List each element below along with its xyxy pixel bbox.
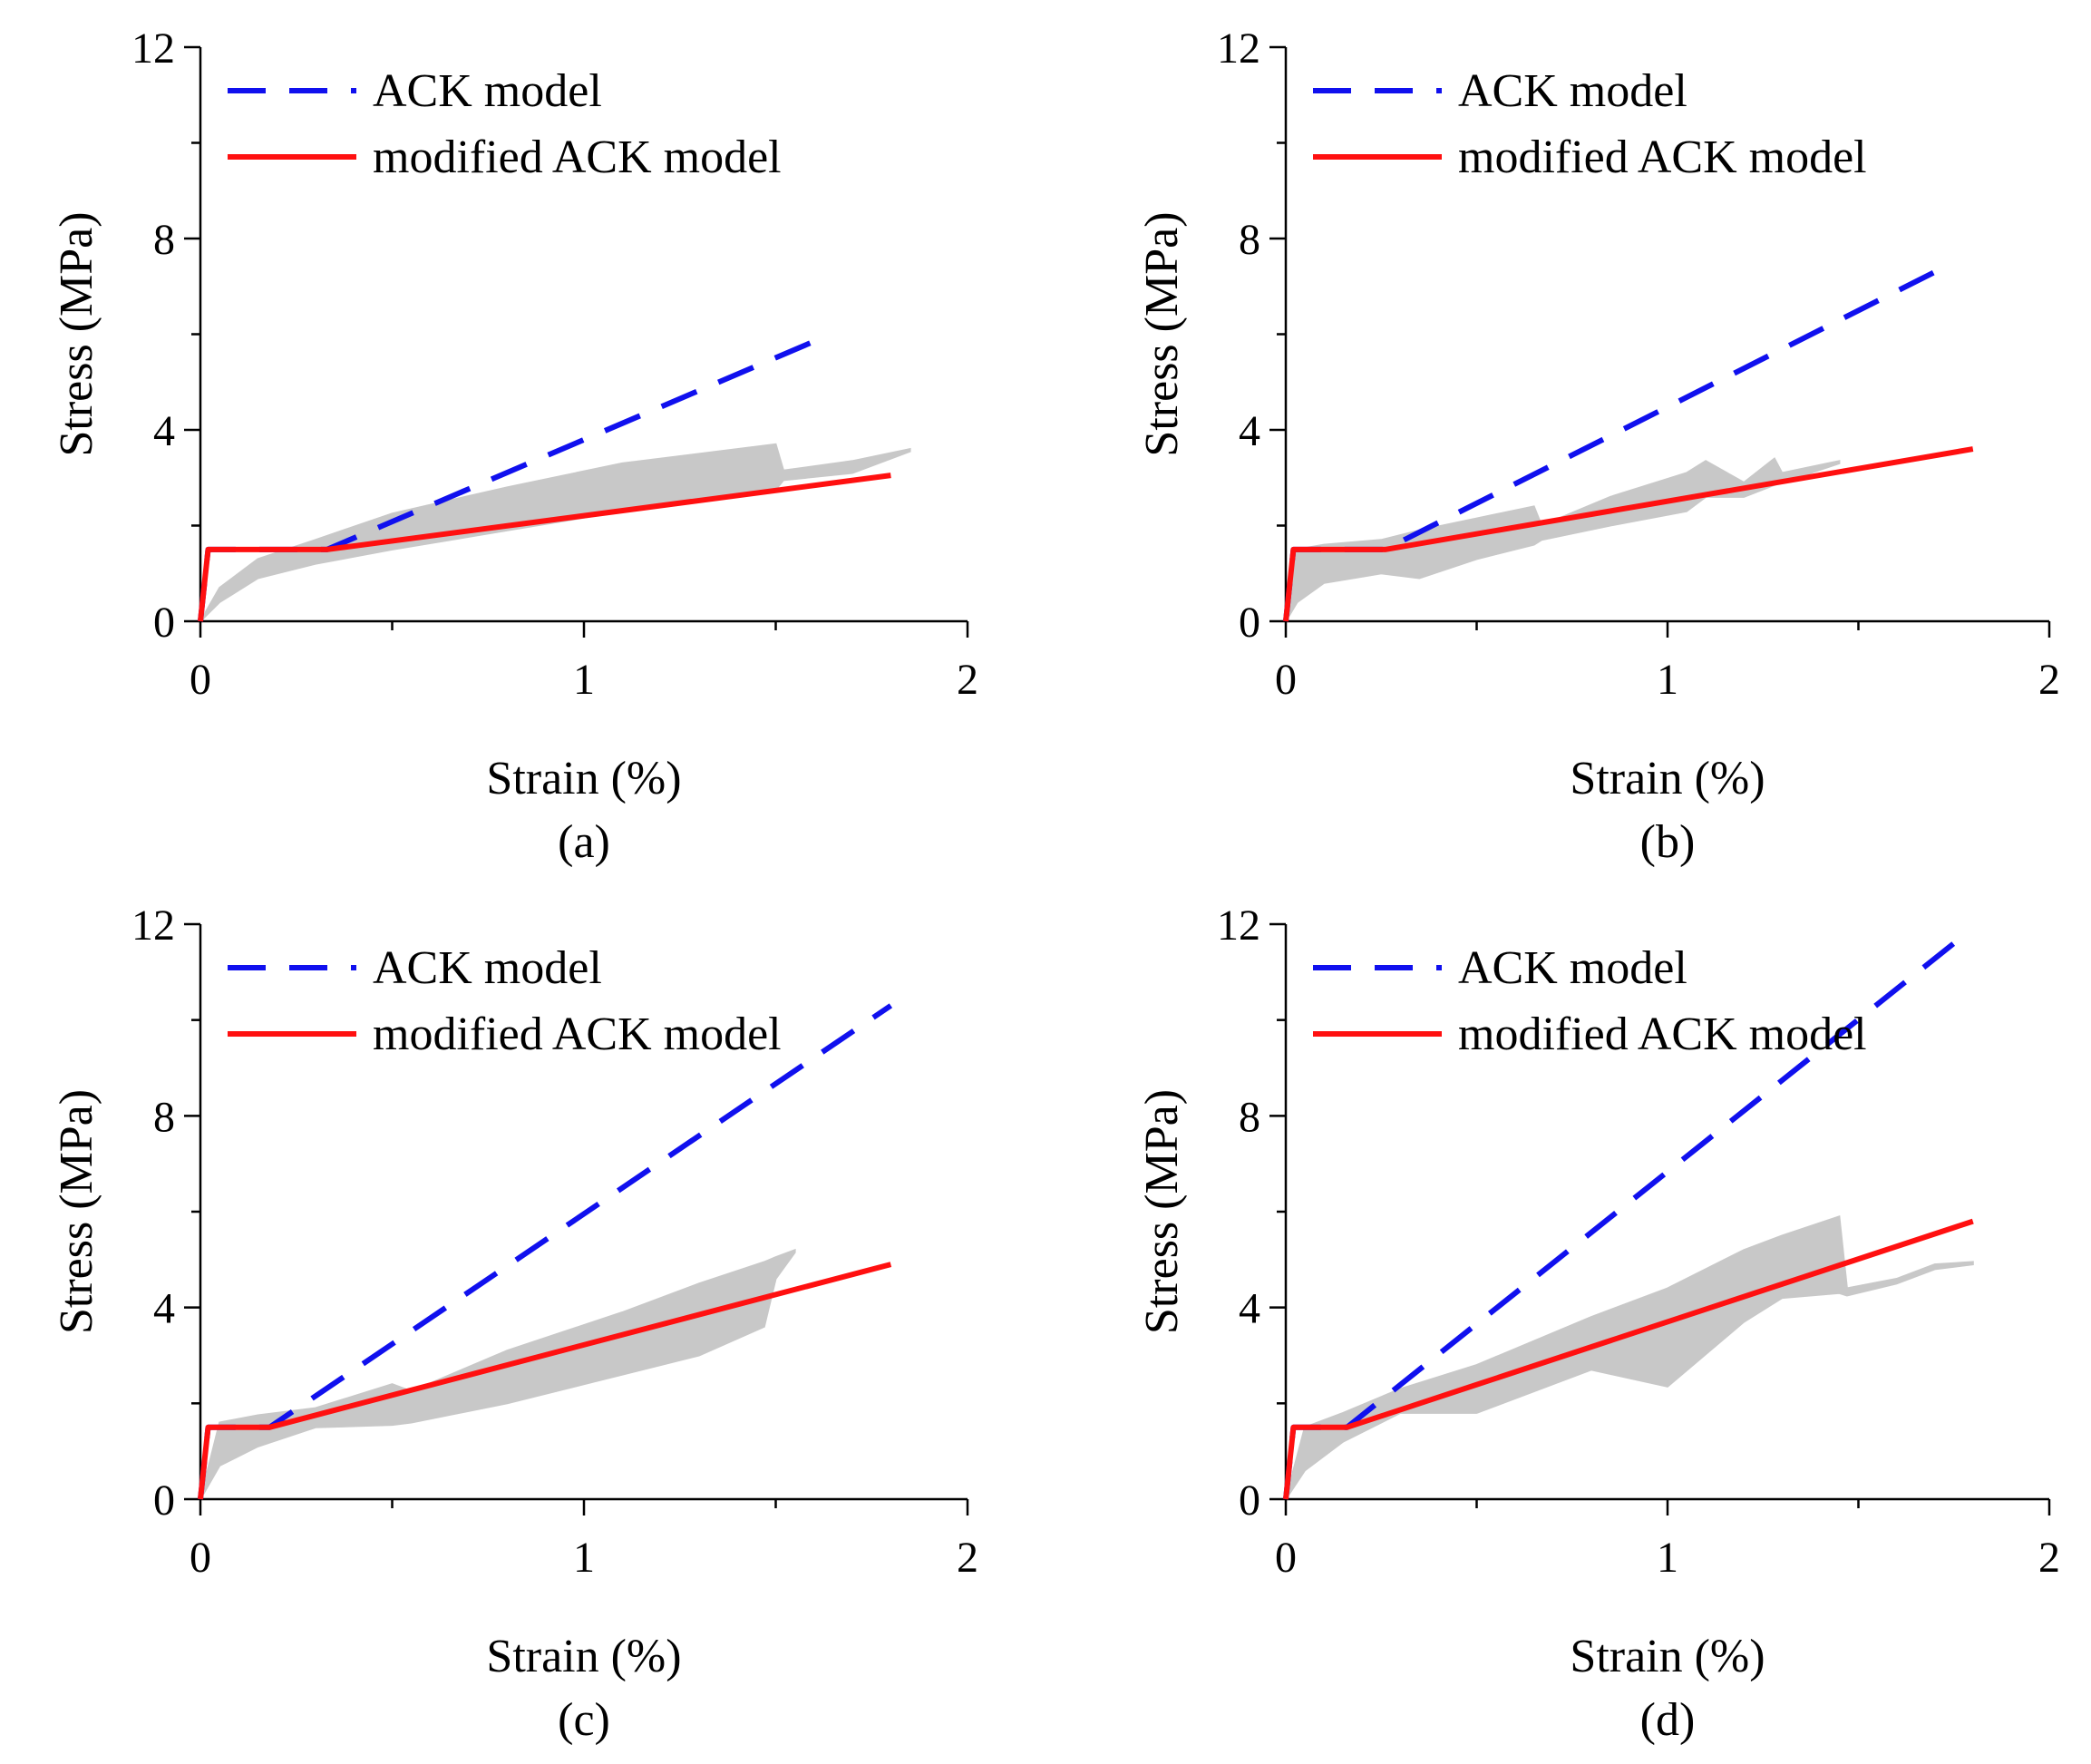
y-tick-label-d: 4 (1239, 1285, 1260, 1333)
x-axis-label-c: Strain (%) (486, 1631, 681, 1682)
y-tick-label-b: 12 (1217, 24, 1260, 73)
y-axis-label-d: Stress (MPa) (1136, 1089, 1188, 1334)
y-tick-label-c: 4 (153, 1285, 175, 1333)
legend-label-modified-a: modified ACK model (373, 132, 782, 183)
y-tick-label-b: 4 (1239, 407, 1260, 455)
y-tick-label-c: 0 (153, 1476, 175, 1525)
legend-label-ack-c: ACK model (373, 942, 602, 994)
panel-label-a: (a) (558, 816, 610, 868)
x-tick-label-a: 1 (573, 656, 595, 704)
x-tick-label-c: 1 (573, 1534, 595, 1582)
y-tick-label-a: 4 (153, 407, 175, 455)
y-tick-label-d: 12 (1217, 901, 1260, 950)
experimental-band-b (1285, 457, 1841, 622)
experimental-band-d (1285, 1214, 1974, 1500)
x-tick-label-d: 0 (1275, 1534, 1297, 1582)
x-axis-label-d: Strain (%) (1570, 1631, 1765, 1682)
x-tick-label-b: 2 (2038, 656, 2060, 704)
x-tick-label-c: 2 (957, 1534, 978, 1582)
legend-label-modified-b: modified ACK model (1458, 132, 1867, 183)
y-tick-label-b: 8 (1239, 216, 1260, 264)
y-tick-label-d: 0 (1239, 1476, 1260, 1525)
y-axis-label-b: Stress (MPa) (1136, 211, 1188, 456)
x-axis-label-b: Strain (%) (1570, 753, 1765, 804)
legend-label-ack-b: ACK model (1458, 65, 1687, 117)
panel-label-d: (d) (1640, 1694, 1696, 1746)
x-axis-label-a: Strain (%) (486, 753, 681, 804)
legend-label-ack-d: ACK model (1458, 942, 1687, 994)
modified-ack-model-line-d (1283, 1218, 1974, 1500)
y-axis-label-a: Stress (MPa) (51, 211, 102, 456)
experimental-band-a (199, 443, 911, 622)
y-tick-label-c: 8 (153, 1093, 175, 1141)
x-tick-label-b: 0 (1275, 656, 1297, 704)
experimental-band-c (199, 1248, 796, 1500)
legend-label-modified-c: modified ACK model (373, 1009, 782, 1060)
x-tick-label-d: 1 (1657, 1534, 1678, 1582)
panel-label-c: (c) (558, 1694, 610, 1746)
y-tick-label-a: 12 (131, 24, 175, 73)
legend-label-ack-a: ACK model (373, 65, 602, 117)
y-tick-label-a: 8 (153, 216, 175, 264)
y-tick-label-b: 0 (1239, 599, 1260, 647)
y-tick-label-c: 12 (131, 901, 175, 950)
panel-label-b: (b) (1640, 816, 1696, 868)
modified-ack-model-line-a (198, 473, 891, 622)
x-tick-label-c: 0 (190, 1534, 211, 1582)
y-axis-label-c: Stress (MPa) (51, 1089, 102, 1334)
legend-label-modified-d: modified ACK model (1458, 1009, 1867, 1060)
modified-ack-model-line-c (198, 1262, 892, 1500)
x-tick-label-b: 1 (1657, 656, 1678, 704)
y-tick-label-d: 8 (1239, 1093, 1260, 1141)
x-tick-label-a: 0 (190, 656, 211, 704)
x-tick-label-d: 2 (2038, 1534, 2060, 1582)
modified-ack-model-line-b (1283, 446, 1974, 622)
y-tick-label-a: 0 (153, 599, 175, 647)
x-tick-label-a: 2 (957, 656, 978, 704)
